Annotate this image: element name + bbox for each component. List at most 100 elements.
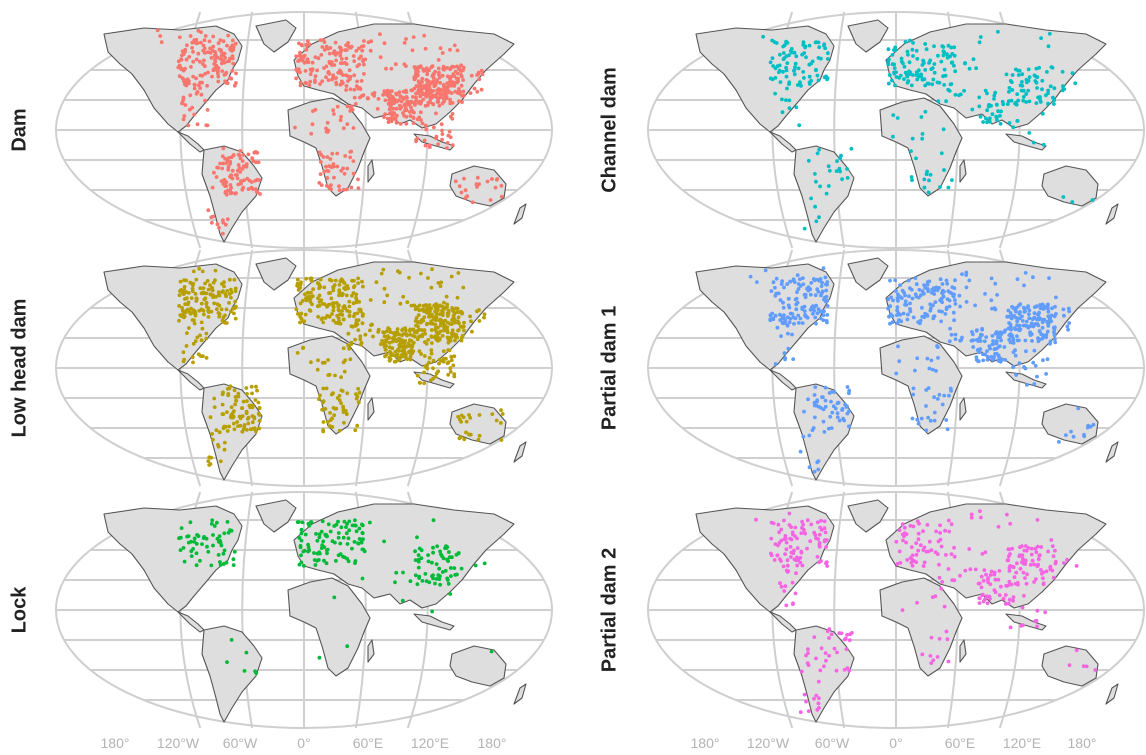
barrier-point <box>925 169 929 174</box>
barrier-point <box>947 89 952 93</box>
barrier-point <box>298 320 302 325</box>
barrier-point <box>294 67 299 72</box>
barrier-point <box>781 69 785 74</box>
barrier-point <box>345 284 350 288</box>
barrier-point <box>797 123 802 128</box>
barrier-point <box>771 64 775 68</box>
barrier-point <box>411 121 416 125</box>
barrier-point <box>185 43 189 48</box>
barrier-point <box>886 81 891 86</box>
barrier-point <box>414 91 418 96</box>
barrier-point <box>804 653 808 658</box>
barrier-point <box>432 125 436 130</box>
barrier-point <box>390 339 395 344</box>
barrier-point <box>189 306 193 311</box>
barrier-point <box>460 100 464 104</box>
barrier-point <box>930 66 935 70</box>
barrier-point <box>400 327 405 332</box>
barrier-point <box>327 72 332 76</box>
barrier-point <box>240 187 245 192</box>
barrier-point <box>302 548 307 553</box>
barrier-point <box>440 132 445 136</box>
barrier-point <box>932 395 936 400</box>
barrier-point <box>314 532 318 536</box>
barrier-point <box>929 661 934 665</box>
barrier-point <box>1029 552 1034 557</box>
barrier-point <box>233 299 238 304</box>
barrier-point <box>196 352 201 357</box>
barrier-point <box>942 168 946 172</box>
barrier-point <box>898 283 902 288</box>
barrier-point <box>494 418 499 423</box>
barrier-point <box>210 432 214 436</box>
barrier-point <box>362 39 366 43</box>
barrier-point <box>812 635 817 639</box>
barrier-point <box>445 66 450 70</box>
barrier-point <box>401 111 405 115</box>
barrier-point <box>323 407 328 411</box>
barrier-point <box>333 40 338 45</box>
barrier-points-dam <box>155 28 504 236</box>
barrier-point <box>812 530 817 535</box>
lon-label-120e-right: 120°E <box>1003 735 1041 751</box>
barrier-point <box>917 74 921 79</box>
barrier-point <box>353 518 357 523</box>
barrier-point <box>950 52 955 56</box>
barrier-point <box>416 557 421 562</box>
barrier-points-lock <box>177 518 494 675</box>
barrier-point <box>253 187 258 191</box>
barrier-point <box>179 67 184 72</box>
barrier-point <box>349 342 354 346</box>
barrier-point <box>317 150 322 155</box>
barrier-point <box>229 155 234 160</box>
barrier-point <box>187 55 192 59</box>
barrier-points-channel-dam <box>761 29 1095 231</box>
map-panel-dam <box>55 11 553 249</box>
barrier-point <box>905 74 910 79</box>
barrier-point <box>307 83 312 88</box>
barrier-point <box>203 34 208 38</box>
barrier-point <box>430 74 435 78</box>
barrier-point <box>1039 568 1043 572</box>
barrier-point <box>337 293 341 298</box>
barrier-point <box>449 91 454 95</box>
barrier-point <box>194 37 199 42</box>
barrier-point <box>230 168 235 173</box>
barrier-point <box>895 321 900 325</box>
barrier-point <box>387 340 392 345</box>
barrier-point <box>221 320 226 324</box>
barrier-point <box>1006 601 1011 606</box>
barrier-point <box>1051 575 1056 580</box>
barrier-point <box>958 573 962 578</box>
barrier-point <box>832 646 837 651</box>
barrier-point <box>799 84 803 88</box>
barrier-point <box>340 293 344 298</box>
barrier-point <box>778 80 783 84</box>
barrier-point <box>935 397 940 401</box>
barrier-point <box>949 389 953 393</box>
barrier-point <box>1061 195 1066 199</box>
barrier-point <box>807 465 812 470</box>
barrier-point <box>796 287 801 291</box>
barrier-point <box>896 344 900 349</box>
barrier-point <box>1017 361 1022 366</box>
barrier-point <box>898 312 902 317</box>
barrier-point <box>888 304 893 309</box>
barrier-point <box>220 282 224 286</box>
barrier-point <box>324 75 328 80</box>
barrier-point <box>345 556 349 561</box>
barrier-point <box>794 558 799 563</box>
barrier-point <box>1003 593 1008 597</box>
barrier-point <box>986 576 990 581</box>
barrier-point <box>318 82 322 86</box>
barrier-point <box>1050 544 1055 548</box>
barrier-point <box>181 117 186 122</box>
barrier-point <box>790 530 795 535</box>
barrier-point <box>429 351 434 356</box>
barrier-point <box>328 291 333 295</box>
barrier-point <box>409 88 414 93</box>
barrier-point <box>338 118 343 123</box>
barrier-point <box>1016 73 1021 77</box>
barrier-point <box>944 418 949 422</box>
barrier-point <box>450 116 455 121</box>
